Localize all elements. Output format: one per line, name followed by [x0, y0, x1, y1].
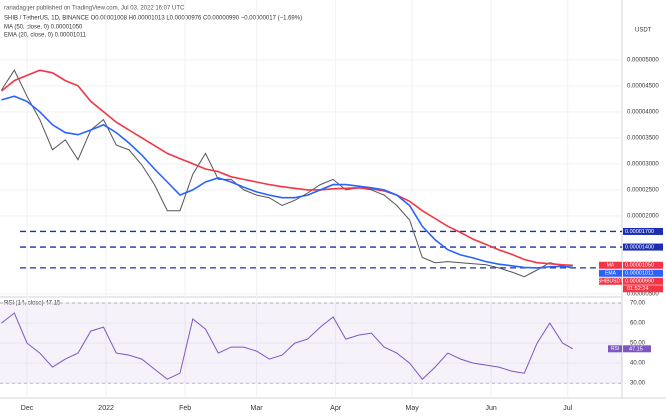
- x-tick-label: Jul: [563, 405, 572, 412]
- countdown-box: [623, 285, 663, 293]
- price-tag-name-box: [599, 269, 622, 277]
- x-tick-label: May: [405, 405, 419, 412]
- price-tag-name: EMA: [605, 271, 617, 277]
- price-tag-name: MA: [607, 263, 615, 269]
- y-tick-label: 0.00004500: [627, 83, 659, 89]
- rsi-title: RSI (14, close) 47.15: [4, 301, 61, 307]
- rsi-tick-label: 70.00: [630, 301, 646, 307]
- chart-title: SHIB / TetherUS, 1D, BINANCE O0.00001008…: [4, 16, 302, 22]
- currency: USDT: [635, 28, 652, 34]
- price-tag-name-box: [599, 261, 622, 269]
- price-tag-label: 0.00001400: [625, 245, 654, 251]
- price-tag-box: [623, 277, 663, 285]
- rsi-tag-box: [623, 345, 651, 353]
- countdown: 01:52:24: [627, 286, 648, 292]
- x-tick-label: 2022: [98, 405, 114, 412]
- price-tag-label: 0.00001700: [625, 229, 654, 235]
- x-tick-label: Apr: [330, 405, 342, 412]
- price-tag-label: 0.00001050: [625, 263, 654, 269]
- series-line: [1, 95, 573, 269]
- series-line: [1, 69, 573, 278]
- rsi-tick-label: 30.00: [630, 381, 646, 387]
- rsi-name: RSI: [611, 346, 619, 352]
- x-tick-label: Dec: [21, 405, 34, 412]
- price-tag-label: 0.00000990: [625, 279, 654, 285]
- x-tick-label: Feb: [179, 405, 191, 412]
- price-tag-label: 0.00001011: [625, 271, 654, 277]
- y-tick-label: 0.00005000: [627, 57, 659, 63]
- y-tick-label: 0.00004000: [627, 109, 659, 115]
- publisher: ranadagger published on TradingView.com,…: [4, 6, 185, 12]
- rsi-tick-label: 50.00: [630, 341, 646, 347]
- rsi-tag-label: 47.15: [629, 346, 643, 352]
- price-tag-box: [623, 261, 663, 269]
- rsi-name-box: [608, 345, 622, 353]
- y-tick-label: 0.00003000: [627, 161, 659, 167]
- price-tag-name: SHIBUSDT: [598, 279, 623, 285]
- rsi-band: [0, 303, 622, 384]
- rsi-tick-label: 60.00: [630, 321, 646, 327]
- rsi-line: [1, 312, 574, 380]
- y-tick-label: 0.00000500: [627, 291, 659, 297]
- price-tag-box: [623, 269, 663, 277]
- ema-legend: EMA (20, close, 0) 0.00001011: [4, 33, 87, 39]
- rsi-tick-label: 40.00: [630, 361, 646, 367]
- price-tag-name-box: [599, 277, 622, 285]
- price-tag-box: [623, 227, 663, 235]
- series-line: [0, 69, 573, 267]
- ma-legend: MA (50, close, 0) 0.00001050: [4, 25, 83, 31]
- y-tick-label: 0.00002500: [627, 187, 659, 193]
- x-tick-label: Mar: [251, 405, 264, 412]
- y-tick-label: 0.00002000: [627, 213, 659, 219]
- y-tick-label: 0.00003500: [627, 135, 659, 141]
- x-tick-label: Jun: [486, 405, 497, 412]
- price-tag-box: [623, 243, 663, 251]
